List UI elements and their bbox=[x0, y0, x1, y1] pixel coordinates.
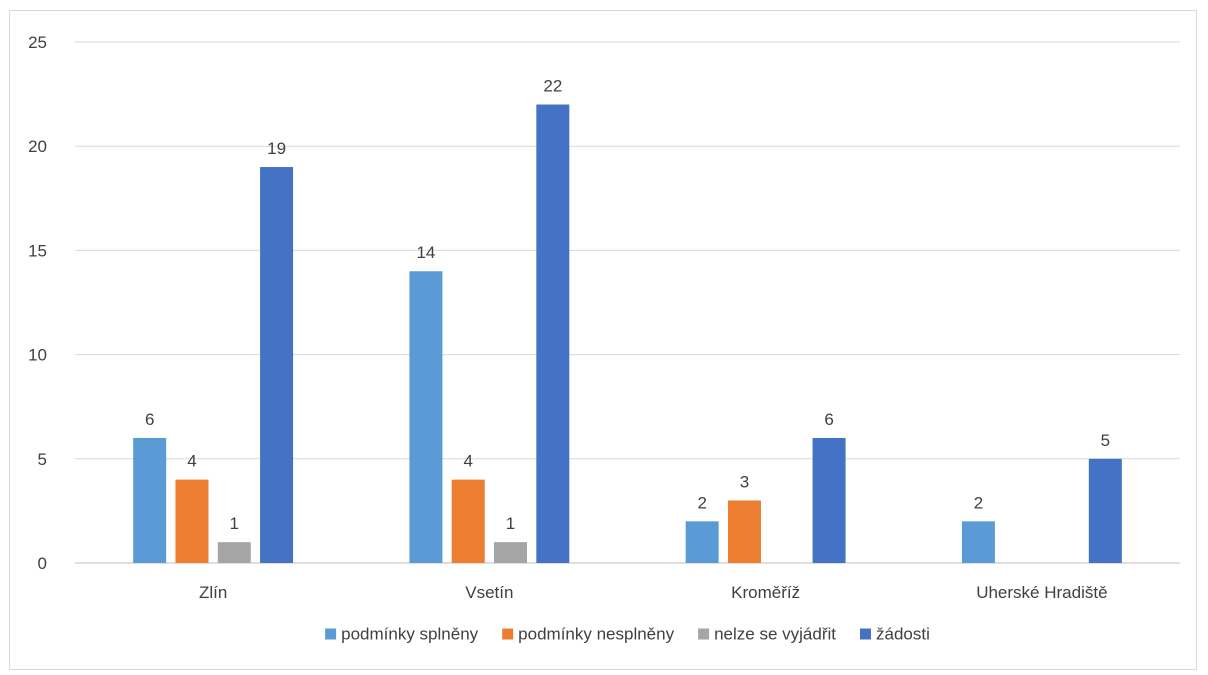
legend-item: nelze se vyjádřit bbox=[698, 624, 836, 643]
bar bbox=[133, 437, 167, 563]
bar bbox=[961, 521, 995, 563]
legend-label: nelze se vyjádřit bbox=[714, 624, 836, 643]
bar bbox=[409, 271, 443, 563]
data-label: 2 bbox=[697, 493, 706, 512]
bar bbox=[812, 437, 846, 563]
bar bbox=[175, 479, 209, 563]
bars bbox=[133, 104, 1122, 564]
data-label: 5 bbox=[1101, 431, 1110, 450]
bar bbox=[451, 479, 485, 563]
x-tick-label: Kroměříž bbox=[731, 583, 800, 602]
bar bbox=[494, 542, 528, 563]
data-label: 3 bbox=[740, 472, 749, 491]
y-tick-label: 5 bbox=[38, 450, 47, 469]
y-tick-label: 10 bbox=[28, 346, 47, 365]
data-label: 22 bbox=[543, 77, 562, 96]
data-label: 4 bbox=[463, 452, 472, 471]
bar bbox=[1088, 458, 1122, 563]
bar bbox=[260, 167, 294, 564]
legend: podmínky splněny podmínky nesplněny nelze … bbox=[325, 624, 930, 643]
data-label: 6 bbox=[145, 410, 154, 429]
data-label: 14 bbox=[416, 243, 435, 262]
data-label: 6 bbox=[824, 410, 833, 429]
x-tick-label: Zlín bbox=[199, 583, 227, 602]
legend-swatch bbox=[325, 628, 337, 640]
data-label: 2 bbox=[974, 493, 983, 512]
chart-frame: 0 5 10 15 20 25 6 4 1 19 14 4 1 22 2 3 6 2 5 Zlín Vsetín Kr… bbox=[9, 10, 1197, 670]
legend-label: žádosti bbox=[876, 624, 930, 643]
bar bbox=[217, 542, 251, 563]
y-tick-label: 15 bbox=[28, 241, 47, 260]
bar bbox=[536, 104, 570, 564]
x-tick-label: Vsetín bbox=[465, 583, 513, 602]
legend-item: žádosti bbox=[859, 624, 930, 643]
data-label: 4 bbox=[187, 452, 196, 471]
legend-item: podmínky splněny bbox=[325, 624, 479, 643]
legend-label: podmínky splněny bbox=[341, 624, 479, 643]
y-tick-label: 0 bbox=[38, 554, 47, 573]
data-label: 1 bbox=[506, 514, 515, 533]
legend-swatch bbox=[698, 628, 710, 640]
y-axis-ticks: 0 5 10 15 20 25 bbox=[28, 33, 47, 573]
legend-swatch bbox=[859, 628, 871, 640]
bar bbox=[727, 500, 761, 563]
x-tick-label: Uherské Hradiště bbox=[976, 583, 1107, 602]
x-axis-ticks: Zlín Vsetín Kroměříž Uherské Hradiště bbox=[199, 583, 1108, 602]
gridlines bbox=[75, 41, 1180, 564]
y-tick-label: 25 bbox=[28, 33, 47, 52]
legend-swatch bbox=[502, 628, 514, 640]
bar bbox=[685, 521, 719, 563]
data-label: 1 bbox=[230, 514, 239, 533]
y-tick-label: 20 bbox=[28, 137, 47, 156]
legend-label: podmínky nesplněny bbox=[518, 624, 674, 643]
legend-item: podmínky nesplněny bbox=[502, 624, 675, 643]
data-label: 19 bbox=[267, 139, 286, 158]
